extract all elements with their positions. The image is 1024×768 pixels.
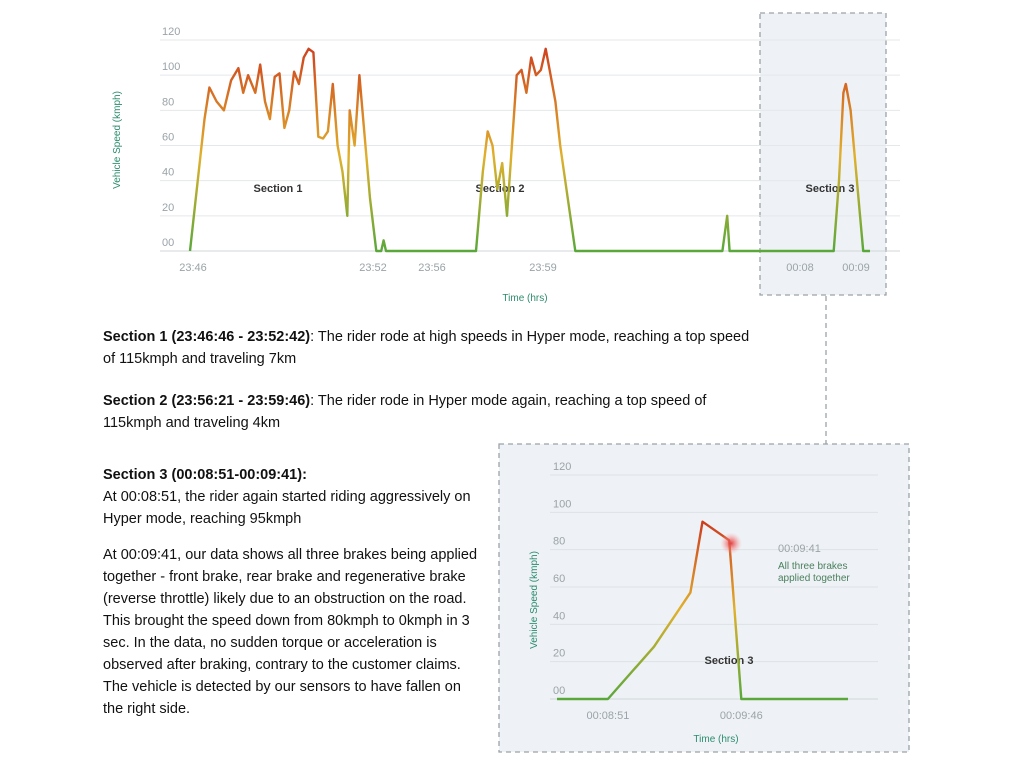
zoom-y-tick: 100 bbox=[553, 498, 571, 510]
zoom-y-tick: 60 bbox=[553, 573, 565, 585]
section-3-highlight bbox=[759, 12, 887, 296]
zoom-y-tick: 20 bbox=[553, 648, 565, 660]
section-1-title: Section 1 (23:46:46 - 23:52:42) bbox=[103, 329, 311, 345]
section-2-label: Section 2 bbox=[476, 183, 525, 195]
main-y-axis-label: Vehicle Speed (kmph) bbox=[112, 91, 123, 189]
section-2-description: Section 2 (23:56:21 - 23:59:46): The rid… bbox=[103, 390, 763, 434]
section-3-label: Section 3 bbox=[806, 183, 855, 195]
section-3-title: Section 3 (00:08:51-00:09:41): bbox=[103, 467, 307, 483]
main-speed-chart: 00 20 40 60 80 100 120 23:46 23:52 23:56 23:59 00:… bbox=[112, 12, 900, 304]
main-y-tick: 00 bbox=[162, 237, 174, 249]
zoom-x-tick: 00:09:46 bbox=[720, 710, 763, 722]
main-x-axis-label: Time (hrs) bbox=[502, 293, 547, 304]
zoom-section-label: Section 3 bbox=[705, 655, 754, 667]
zoom-y-tick: 00 bbox=[553, 685, 565, 697]
section-3-paragraph-2: At 00:09:41, our data shows all three br… bbox=[103, 547, 478, 717]
zoom-panel bbox=[498, 443, 910, 753]
zoom-y-tick: 80 bbox=[553, 536, 565, 548]
brake-annotation-time: 00:09:41 bbox=[778, 543, 821, 555]
main-y-tick: 40 bbox=[162, 167, 174, 179]
main-y-tick: 80 bbox=[162, 96, 174, 108]
zoom-y-tick: 40 bbox=[553, 610, 565, 622]
main-x-tick: 23:46 bbox=[179, 262, 207, 274]
zoom-speed-line bbox=[557, 520, 848, 701]
section-3-paragraph-1: At 00:08:51, the rider again started rid… bbox=[103, 489, 471, 527]
section-1-description: Section 1 (23:46:46 - 23:52:42): The rid… bbox=[103, 326, 763, 370]
zoom-x-tick: 00:08:51 bbox=[587, 710, 630, 722]
main-x-tick: 23:52 bbox=[359, 262, 387, 274]
section-2-text: : The rider rode in Hyper mode again, re… bbox=[103, 393, 707, 431]
main-x-tick: 23:59 bbox=[529, 262, 557, 274]
zoom-y-axis-label: Vehicle Speed (kmph) bbox=[529, 551, 540, 649]
brake-annotation-text: All three brakes applied together bbox=[778, 561, 850, 584]
main-y-tick: 120 bbox=[162, 26, 180, 38]
section-3-description: Section 3 (00:08:51-00:09:41): At 00:08:… bbox=[103, 464, 483, 734]
main-speed-line bbox=[188, 47, 870, 253]
main-x-tick: 23:56 bbox=[418, 262, 446, 274]
zoom-y-tick: 120 bbox=[553, 461, 571, 473]
section-1-label: Section 1 bbox=[254, 183, 303, 195]
main-x-tick: 00:08 bbox=[786, 262, 814, 274]
main-y-tick: 100 bbox=[162, 61, 180, 73]
section-2-title: Section 2 (23:56:21 - 23:59:46) bbox=[103, 393, 311, 409]
main-y-tick: 60 bbox=[162, 132, 174, 144]
section-1-text: : The rider rode at high speeds in Hyper… bbox=[103, 329, 750, 367]
brake-event-marker bbox=[720, 532, 743, 555]
zoom-x-axis-label: Time (hrs) bbox=[693, 734, 738, 745]
main-y-tick: 20 bbox=[162, 202, 174, 214]
main-x-tick: 00:09 bbox=[842, 262, 870, 274]
